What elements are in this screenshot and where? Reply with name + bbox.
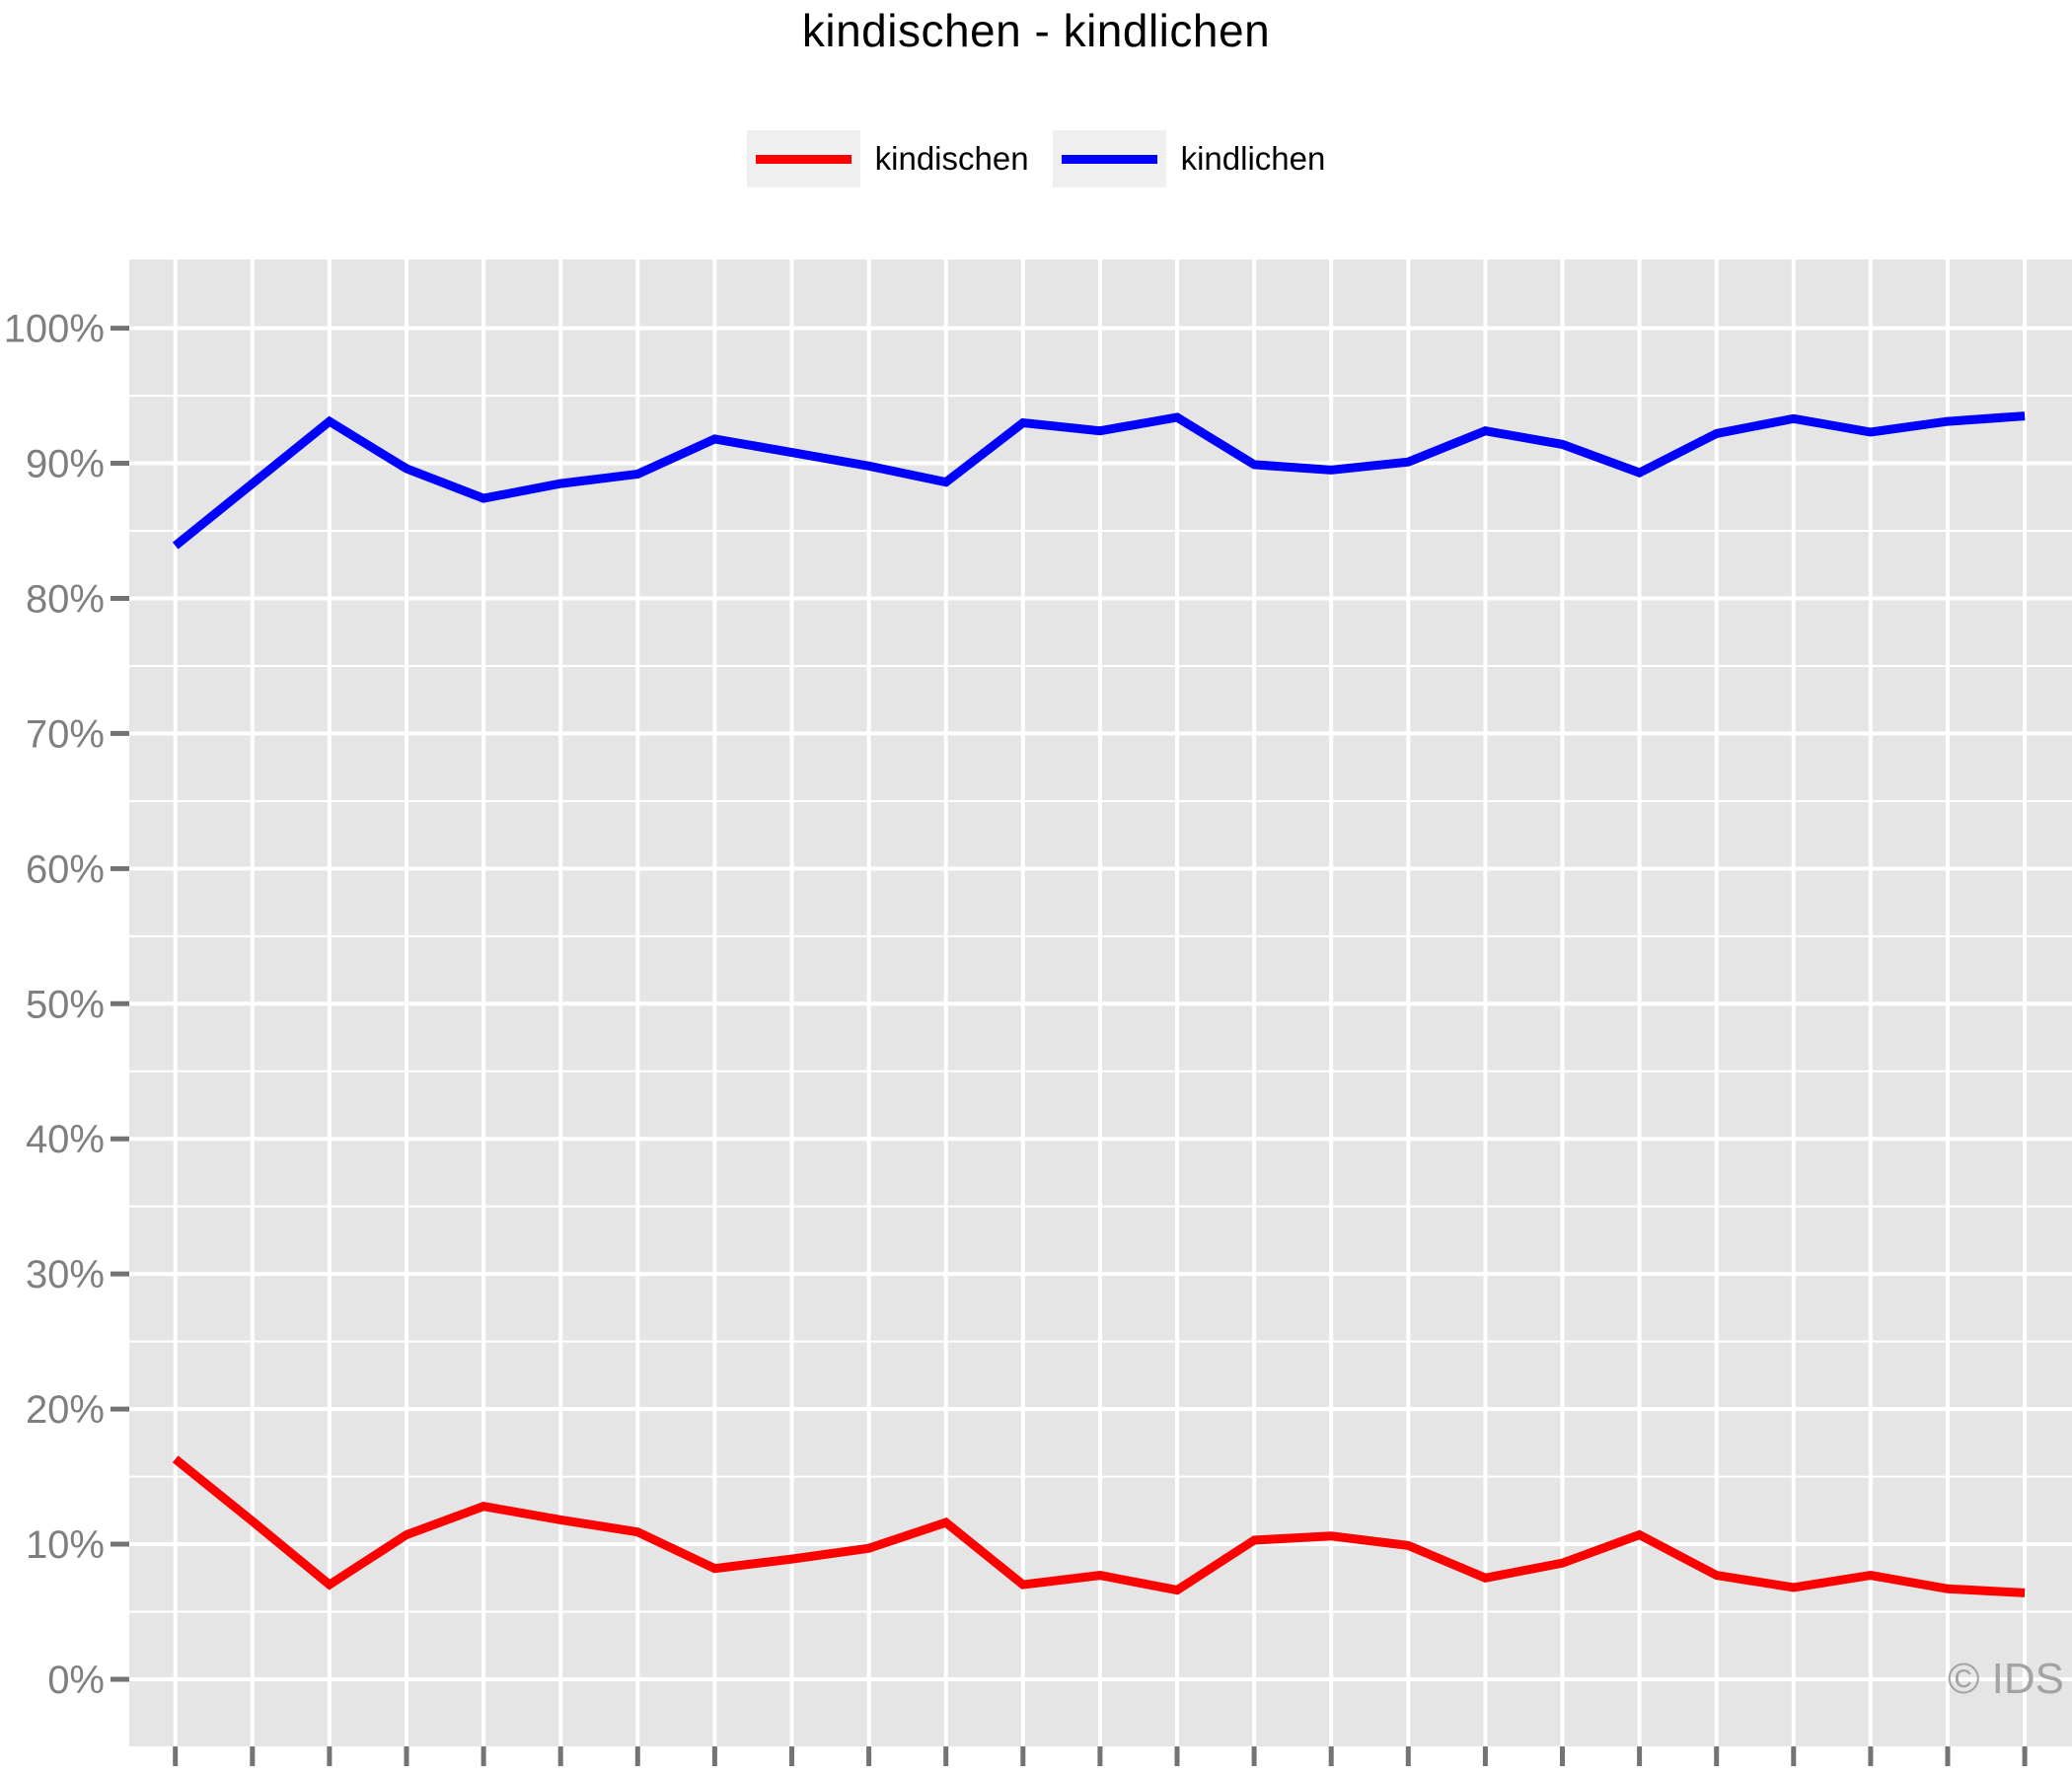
y-tick-label: 0%	[47, 1659, 105, 1702]
y-tick-label: 20%	[26, 1388, 105, 1432]
y-tick-label: 50%	[26, 983, 105, 1026]
y-tick-label: 80%	[26, 577, 105, 621]
y-tick-label: 70%	[26, 712, 105, 756]
legend-label: kindlichen	[1180, 140, 1326, 177]
series-line-kindlichen	[172, 411, 2026, 550]
y-tick-label: 10%	[26, 1523, 105, 1567]
y-tick-label: 100%	[4, 308, 105, 351]
legend-swatch-line-blue	[1061, 154, 1157, 164]
chart-title: kindischen - kindlichen	[801, 5, 1271, 56]
legend-swatch-line-red	[755, 154, 851, 164]
legend-key-box	[746, 130, 860, 187]
legend-key-box	[1052, 130, 1166, 187]
legend: kindischen kindlichen	[0, 130, 2072, 187]
y-tick-label: 60%	[26, 848, 105, 891]
watermark: © IDS	[1948, 1655, 2064, 1703]
series-line-kindischen	[172, 1455, 2026, 1597]
y-tick-label: 90%	[26, 443, 105, 486]
legend-item-kindischen: kindischen	[746, 130, 1029, 187]
legend-item-kindlichen: kindlichen	[1052, 130, 1326, 187]
y-tick-label: 40%	[26, 1118, 105, 1161]
legend-label: kindischen	[874, 140, 1029, 177]
y-tick-label: 30%	[26, 1253, 105, 1296]
